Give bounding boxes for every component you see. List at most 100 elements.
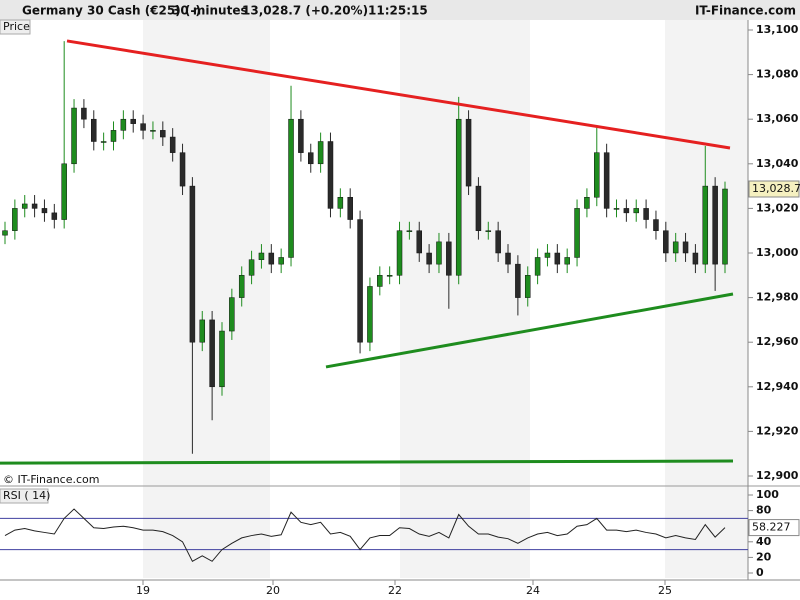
candle-body — [219, 330, 225, 388]
x-tick-label: 19 — [136, 584, 150, 597]
candle-body — [71, 107, 77, 165]
x-tick-label: 22 — [388, 584, 402, 597]
y-tick-label: 12,900 — [756, 469, 799, 482]
candle-body — [534, 257, 541, 276]
candle-body — [199, 319, 206, 343]
y-tick-label: 12,960 — [756, 335, 799, 348]
candle-body — [643, 208, 649, 220]
candle-body — [110, 130, 117, 142]
candle-body — [258, 252, 265, 260]
candle-body — [386, 275, 393, 277]
candle-body — [179, 152, 186, 187]
candle-body — [436, 241, 442, 265]
candle-body — [169, 136, 176, 153]
candle-body — [268, 252, 275, 265]
candle-body — [308, 152, 314, 165]
candle-body — [91, 118, 97, 142]
rsi-tick-label: 0 — [756, 566, 764, 579]
y-tick-label: 13,060 — [756, 112, 799, 125]
rsi-tick-label: 80 — [756, 504, 772, 517]
trend-line — [0, 459, 734, 465]
candle-body — [347, 197, 353, 220]
x-tick-label: 25 — [658, 584, 672, 597]
y-tick-label: 12,920 — [756, 424, 799, 437]
candle-body — [594, 152, 600, 198]
candle-body — [21, 203, 28, 209]
candle-body — [672, 241, 679, 254]
y-tick-label: 13,080 — [756, 68, 799, 81]
candle-body — [337, 197, 344, 209]
rsi-label: RSI ( 14) — [3, 489, 50, 502]
x-tick-label: 24 — [526, 584, 540, 597]
price-tag — [0, 19, 31, 35]
y-tick-label: 13,020 — [756, 201, 799, 214]
candle-body — [544, 252, 551, 258]
candle-body — [426, 252, 432, 265]
y-tick-label: 13,040 — [756, 157, 799, 170]
candle-body — [465, 118, 472, 187]
candle-body — [41, 208, 48, 214]
candle-body — [377, 275, 383, 287]
rsi-tick-label: 40 — [756, 535, 772, 548]
candle-body — [51, 212, 58, 220]
rsi-tick-label: 100 — [756, 488, 779, 501]
candle-body — [475, 185, 482, 231]
candle-body — [31, 203, 38, 209]
candle-body — [406, 230, 413, 232]
candle-body — [485, 230, 492, 232]
interval: 30 minutes — [172, 4, 248, 18]
candle-body — [248, 259, 255, 276]
candle-body — [278, 257, 284, 265]
candle-body — [702, 185, 709, 265]
candle-body — [327, 141, 334, 209]
rsi-last-box — [748, 519, 800, 537]
y-tick-label: 12,940 — [756, 380, 799, 393]
header-bar — [0, 0, 800, 20]
rsi-tick-label: 20 — [756, 550, 772, 563]
last-price-box — [748, 180, 800, 198]
candle-body — [357, 219, 363, 343]
candle-body — [209, 319, 215, 388]
candle-body — [712, 185, 718, 265]
candle-body — [160, 130, 166, 138]
trend-line — [66, 39, 731, 150]
candle-body — [12, 208, 18, 231]
candle-body — [150, 130, 156, 132]
candle-body — [120, 118, 127, 131]
copyright: © IT-Finance.com — [3, 473, 100, 486]
candle-body — [584, 197, 590, 209]
candle-body — [603, 152, 610, 209]
candle-body — [515, 263, 521, 298]
candle-body — [298, 118, 304, 153]
candle-body — [61, 163, 67, 220]
day-band — [143, 20, 270, 578]
y-tick-label: 12,980 — [756, 291, 799, 304]
candle-body — [189, 185, 196, 343]
candle-body — [564, 257, 570, 265]
candle-body — [367, 286, 373, 343]
candle-body — [613, 208, 620, 210]
candle-body — [2, 230, 8, 236]
candle-body — [81, 107, 87, 120]
candle-body — [663, 230, 669, 254]
candle-body — [682, 241, 689, 254]
candle-body — [446, 241, 452, 276]
candle-body — [505, 252, 511, 265]
rsi-tag — [0, 488, 49, 504]
candle-body — [396, 230, 403, 276]
candle-body — [524, 275, 531, 298]
instrument: Germany 30 Cash (€25) (-) — [22, 4, 201, 18]
candle-body — [623, 208, 630, 214]
candle-body — [653, 219, 659, 231]
candle-body — [229, 297, 235, 332]
y-tick-label: 13,000 — [756, 246, 799, 259]
candle-body — [455, 118, 462, 276]
rsi-last-label: 58.227 — [752, 521, 791, 534]
rsi-line — [4, 508, 726, 562]
x-tick-label: 20 — [266, 584, 280, 597]
price-change: 13,028.7 (+0.20%) — [242, 4, 368, 18]
candle-body — [574, 208, 580, 258]
candle-body — [722, 188, 728, 265]
trend-line — [325, 292, 734, 369]
